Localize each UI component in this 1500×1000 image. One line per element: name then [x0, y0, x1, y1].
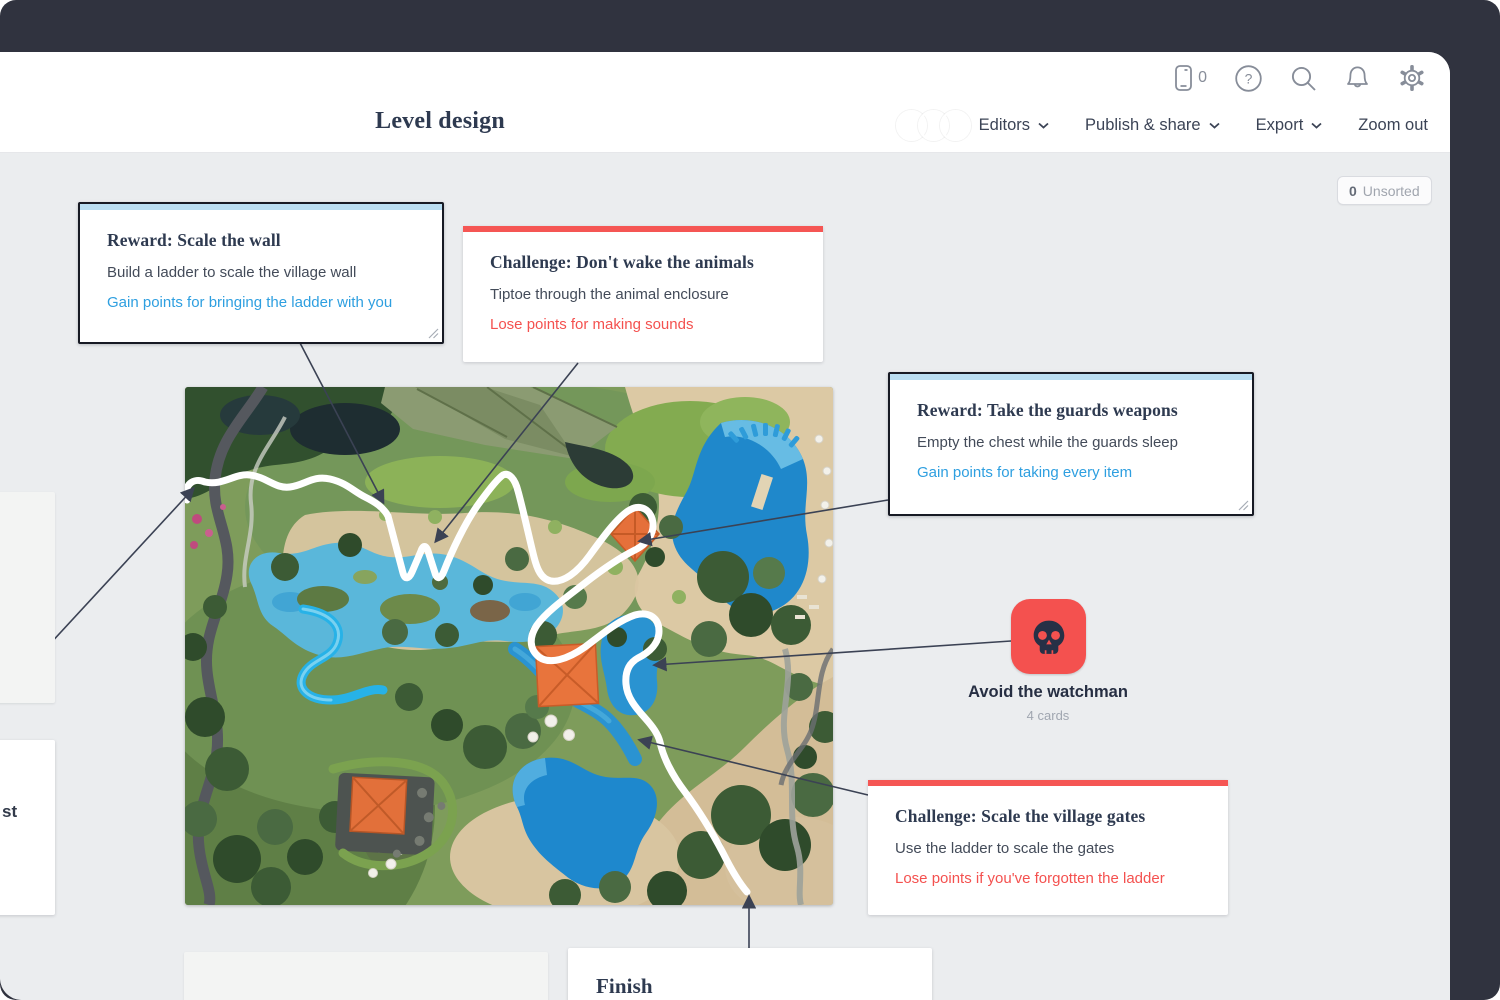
unsorted-label: Unsorted — [1362, 182, 1420, 199]
card-reward-guards-weapons[interactable]: Reward: Take the guards weapons Empty th… — [888, 372, 1254, 516]
phone-preview-count: 0 — [1198, 69, 1207, 86]
card-accent-bar — [463, 226, 823, 232]
card-accent-bar — [868, 780, 1228, 786]
gear-icon — [1400, 65, 1424, 91]
editors-menu[interactable]: Editors — [895, 110, 1049, 141]
card-body: Tiptoe through the animal enclosure — [490, 286, 729, 303]
card-accent-bar — [80, 204, 442, 210]
card-body: Empty the chest while the guards sleep — [917, 434, 1178, 451]
phone-icon — [1175, 65, 1192, 91]
board-link-label: Avoid the watchman — [968, 683, 1128, 701]
card-challenge-village-gates[interactable]: Challenge: Scale the village gates Use t… — [868, 780, 1228, 915]
resize-handle-icon[interactable] — [428, 328, 439, 339]
board-link-avoid-watchman[interactable] — [1011, 599, 1086, 674]
card-title: Finish — [596, 974, 653, 998]
search-button[interactable] — [1290, 65, 1317, 92]
settings-button[interactable] — [1398, 64, 1426, 92]
publish-share-label: Publish & share — [1085, 116, 1201, 134]
card-finish[interactable]: Finish — [568, 948, 932, 1000]
card-link-text[interactable]: Gain points for bringing the ladder with… — [107, 294, 393, 311]
card-penalty-text: Lose points if you've forgotten the ladd… — [895, 870, 1165, 887]
partial-note-card[interactable]: st — [0, 740, 55, 915]
export-menu[interactable]: Export — [1256, 116, 1323, 135]
svg-text:?: ? — [1245, 70, 1253, 86]
editor-avatars[interactable] — [895, 110, 971, 141]
card-accent-bar — [890, 374, 1252, 380]
skull-icon — [1033, 620, 1064, 654]
page-title: Level design — [375, 108, 505, 134]
chevron-down-icon — [1038, 122, 1049, 129]
card-title: Challenge: Scale the village gates — [895, 806, 1146, 826]
card-title: Reward: Take the guards weapons — [917, 400, 1178, 420]
card-challenge-animals[interactable]: Challenge: Don't wake the animals Tiptoe… — [463, 226, 823, 362]
search-icon — [1291, 66, 1316, 91]
card-body: Use the ladder to scale the gates — [895, 840, 1115, 857]
partial-note-text: st — [2, 802, 18, 821]
resize-handle-icon[interactable] — [1238, 500, 1249, 511]
board-canvas[interactable]: 0 Unsorted st — [0, 152, 1450, 1000]
zoom-out-label: Zoom out — [1358, 116, 1428, 134]
bell-icon — [1347, 66, 1368, 87]
card-link-text[interactable]: Gain points for taking every item — [917, 464, 1133, 481]
chevron-down-icon — [1209, 122, 1220, 129]
phone-preview-button[interactable]: 0 — [1175, 65, 1207, 91]
map-illustration — [185, 387, 833, 905]
toolbar-icons: 0 ? — [1175, 64, 1426, 92]
card-body: Build a ladder to scale the village wall — [107, 264, 357, 281]
unsorted-count: 0 — [1349, 182, 1357, 199]
editors-label: Editors — [978, 116, 1031, 134]
app-window: Level design 0 ? — [0, 52, 1450, 1000]
board-link-count: 4 cards — [1026, 708, 1070, 723]
help-button[interactable]: ? — [1235, 64, 1262, 92]
notifications-button[interactable] — [1345, 65, 1370, 92]
board-header: Level design 0 ? — [0, 52, 1450, 153]
card-title: Challenge: Don't wake the animals — [490, 252, 754, 272]
card-reward-scale-wall[interactable]: Reward: Scale the wall Build a ladder to… — [78, 202, 444, 344]
unsorted-badge[interactable]: 0 Unsorted — [1337, 176, 1432, 205]
partial-card-left[interactable] — [0, 492, 55, 703]
chevron-down-icon — [1311, 122, 1322, 129]
partial-card-bottom[interactable] — [184, 952, 548, 1000]
card-title: Reward: Scale the wall — [107, 230, 281, 250]
export-label: Export — [1255, 116, 1304, 134]
card-penalty-text: Lose points for making sounds — [490, 316, 694, 333]
avatar — [939, 110, 971, 141]
map-image[interactable] — [185, 387, 833, 905]
help-icon: ? — [1235, 64, 1262, 92]
publish-share-menu[interactable]: Publish & share — [1085, 116, 1220, 135]
zoom-out-button[interactable]: Zoom out — [1358, 116, 1428, 135]
board-menubar: Editors Publish & share Export Zoom out — [895, 110, 1428, 141]
